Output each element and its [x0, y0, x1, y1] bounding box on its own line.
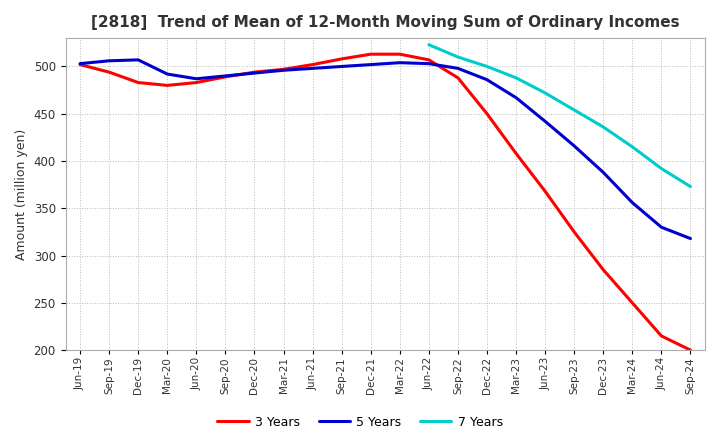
5 Years [686, 236, 695, 241]
3 Years [425, 57, 433, 62]
Y-axis label: Amount (million yen): Amount (million yen) [15, 128, 28, 260]
7 Years [599, 125, 608, 130]
7 Years [512, 75, 521, 81]
7 Years [628, 144, 636, 150]
7 Years [425, 42, 433, 48]
7 Years [657, 166, 666, 171]
5 Years [599, 170, 608, 175]
3 Years [366, 51, 375, 57]
3 Years [221, 74, 230, 80]
3 Years [512, 151, 521, 156]
3 Years [599, 267, 608, 272]
5 Years [395, 60, 404, 65]
5 Years [192, 76, 201, 81]
3 Years [686, 348, 695, 353]
5 Years [250, 70, 258, 76]
3 Years [628, 300, 636, 305]
5 Years [454, 66, 462, 71]
5 Years [425, 61, 433, 66]
Line: 7 Years: 7 Years [429, 45, 690, 187]
5 Years [134, 57, 143, 62]
3 Years [482, 111, 491, 117]
5 Years [570, 143, 578, 149]
5 Years [628, 200, 636, 205]
5 Years [76, 61, 84, 66]
5 Years [657, 224, 666, 230]
3 Years [657, 334, 666, 339]
5 Years [105, 58, 114, 63]
5 Years [482, 77, 491, 82]
7 Years [541, 90, 549, 95]
7 Years [482, 64, 491, 69]
3 Years [134, 80, 143, 85]
5 Years [338, 64, 346, 69]
5 Years [541, 119, 549, 124]
5 Years [366, 62, 375, 67]
5 Years [221, 73, 230, 79]
5 Years [163, 71, 171, 77]
Title: [2818]  Trend of Mean of 12-Month Moving Sum of Ordinary Incomes: [2818] Trend of Mean of 12-Month Moving … [91, 15, 680, 30]
3 Years [454, 75, 462, 81]
3 Years [250, 70, 258, 75]
3 Years [76, 62, 84, 67]
5 Years [279, 68, 288, 73]
3 Years [395, 51, 404, 57]
7 Years [686, 184, 695, 189]
3 Years [163, 83, 171, 88]
7 Years [570, 107, 578, 113]
5 Years [512, 95, 521, 100]
3 Years [192, 80, 201, 85]
5 Years [308, 66, 317, 71]
3 Years [338, 56, 346, 62]
3 Years [105, 70, 114, 75]
7 Years [454, 55, 462, 60]
3 Years [541, 189, 549, 194]
Line: 5 Years: 5 Years [80, 60, 690, 238]
Legend: 3 Years, 5 Years, 7 Years: 3 Years, 5 Years, 7 Years [212, 411, 508, 434]
3 Years [279, 67, 288, 72]
3 Years [570, 229, 578, 235]
3 Years [308, 62, 317, 67]
Line: 3 Years: 3 Years [80, 54, 690, 350]
